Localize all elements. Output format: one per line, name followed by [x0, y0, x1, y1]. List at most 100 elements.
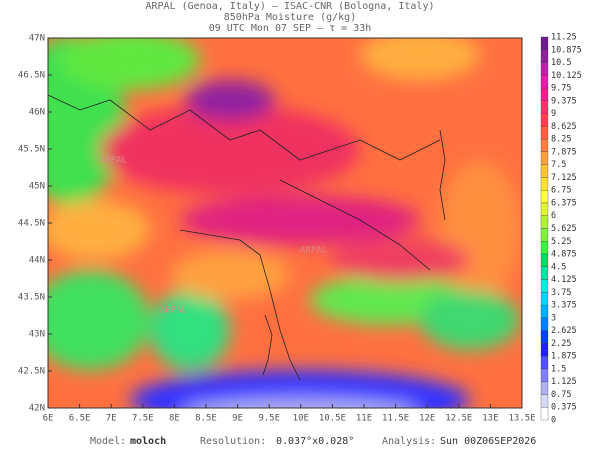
colorbar-label: 6 — [551, 211, 556, 221]
lat-label: 43.5N — [18, 293, 45, 303]
watermark: ARPAL — [160, 306, 187, 316]
lon-label: 13E — [482, 414, 498, 424]
colorbar-segment — [540, 190, 549, 204]
colorbar-label: 7.5 — [551, 160, 566, 170]
colorbar-segment — [540, 62, 549, 76]
lon-label: 11.5E — [382, 414, 409, 424]
moisture-field — [48, 38, 522, 408]
colorbar-label: 10.875 — [551, 45, 582, 55]
colorbar-segment — [540, 100, 549, 114]
analysis: Sun 00Z06SEP2026 — [440, 436, 536, 447]
colorbar-segment — [540, 126, 549, 140]
colorbar-segment — [540, 317, 549, 331]
title-line2: 850hPa Moisture (g/kg) — [224, 12, 356, 23]
colorbar-segment — [540, 228, 549, 242]
lat-label: 42.5N — [18, 367, 45, 377]
colorbar-label: 10.125 — [551, 71, 582, 81]
colorbar-label: 5.25 — [551, 237, 571, 247]
lat-label: 44N — [29, 256, 45, 266]
colorbar-label: 1.875 — [551, 352, 577, 362]
colorbar-segment — [540, 87, 549, 101]
colorbar-label: 4.875 — [551, 250, 577, 260]
colorbar-segment — [540, 394, 549, 408]
colorbar-label: 2.25 — [551, 339, 571, 349]
analysis-label: Analysis: — [382, 436, 436, 447]
colorbar-segment — [540, 164, 549, 178]
watermark: ARPAL — [100, 156, 127, 166]
colorbar-segment — [540, 266, 549, 280]
colorbar-segment — [540, 202, 549, 216]
resolution-label: Resolution: — [200, 436, 266, 447]
colorbar-segment — [540, 381, 549, 395]
colorbar-segment — [540, 36, 549, 50]
lon-label: 13.5E — [508, 414, 535, 424]
colorbar-segment — [540, 151, 549, 165]
colorbar-label: 9 — [551, 109, 556, 119]
colorbar-segment — [540, 356, 549, 370]
lon-label: 8E — [169, 414, 180, 424]
colorbar-segment — [540, 253, 549, 267]
colorbar-label: 7.125 — [551, 173, 577, 183]
colorbar-segment — [540, 138, 549, 153]
colorbar-label: 8.625 — [551, 122, 577, 132]
lon-label: 7.5E — [132, 414, 154, 424]
title-line1: ARPAL (Genoa, Italy) — ISAC-CNR (Bologna… — [146, 1, 435, 12]
lon-label: 8.5E — [195, 414, 217, 424]
lat-label: 46.5N — [18, 71, 45, 81]
colorbar-label: 10.5 — [551, 58, 571, 68]
lon-label: 7E — [106, 414, 117, 424]
watermark: ARPAL — [300, 246, 327, 256]
colorbar-label: 5.625 — [551, 224, 577, 234]
colorbar-segment — [540, 241, 549, 255]
colorbar-label: 3.375 — [551, 301, 577, 311]
colorbar-label: 0.75 — [551, 390, 571, 400]
lon-label: 10.5E — [319, 414, 346, 424]
colorbar-segment — [540, 407, 549, 421]
lon-label: 12E — [419, 414, 435, 424]
lon-label: 10E — [293, 414, 309, 424]
colorbar-label: 6.375 — [551, 198, 577, 208]
colorbar-label: 9.75 — [551, 84, 571, 94]
colorbar-segment — [540, 215, 549, 229]
colorbar-label: 7.875 — [551, 147, 577, 157]
colorbar-label: 8.25 — [551, 135, 571, 145]
lat-label: 45.5N — [18, 145, 45, 155]
colorbar-segment — [540, 330, 549, 344]
lat-label: 45N — [29, 182, 45, 192]
colorbar-label: 4.125 — [551, 275, 577, 285]
colorbar-segment — [540, 304, 549, 319]
model-label: Model: — [90, 436, 126, 447]
lat-label: 43N — [29, 330, 45, 340]
colorbar-segment — [540, 343, 549, 357]
colorbar-label: 9.375 — [551, 96, 577, 106]
colorbar-label: 6.75 — [551, 186, 571, 196]
lat-label: 42N — [29, 404, 45, 414]
lon-label: 9E — [232, 414, 243, 424]
colorbar-segment — [540, 75, 549, 89]
colorbar-label: 0.375 — [551, 403, 577, 413]
lon-label: 9.5E — [258, 414, 280, 424]
colorbar-label: 1.5 — [551, 364, 566, 374]
lon-label: 6.5E — [69, 414, 91, 424]
colorbar-segment — [540, 279, 549, 293]
colorbar-segment — [540, 177, 549, 191]
colorbar-label: 3.75 — [551, 288, 571, 298]
title-line3: 09 UTC Mon 07 SEP — τ = 33h — [209, 23, 372, 34]
colorbar-label: 1.125 — [551, 377, 577, 387]
colorbar-label: 0 — [551, 416, 556, 426]
colorbar-label: 4.5 — [551, 262, 566, 272]
colorbar-segment — [540, 113, 549, 127]
lon-label: 12.5E — [445, 414, 472, 424]
lat-label: 46N — [29, 108, 45, 118]
colorbar-label: 11.25 — [551, 33, 577, 43]
colorbar-segment — [540, 49, 549, 63]
colorbar-segment — [540, 368, 549, 382]
lon-label: 11E — [356, 414, 372, 424]
colorbar-label: 2.625 — [551, 326, 577, 336]
colorbar-segment — [540, 292, 549, 306]
lat-label: 47N — [29, 34, 45, 44]
colorbar-label: 3 — [551, 313, 556, 323]
lon-label: 6E — [43, 414, 54, 424]
lat-label: 44.5N — [18, 219, 45, 229]
resolution: 0.037°x0.028° — [276, 436, 354, 447]
